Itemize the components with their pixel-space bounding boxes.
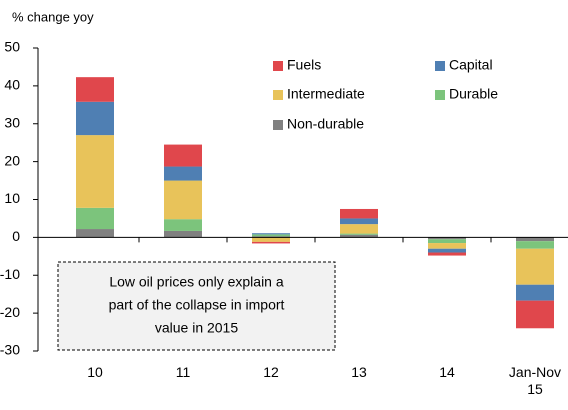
bar-segment — [340, 224, 378, 234]
bar-segment — [516, 300, 554, 329]
x-tick-label: 13 — [351, 364, 367, 380]
legend-swatch — [435, 90, 445, 100]
bar-segment — [164, 219, 202, 231]
legend-label: Non-durable — [287, 116, 364, 132]
y-tick-label: -20 — [0, 304, 20, 320]
bar-segment — [164, 230, 202, 238]
legend-swatch — [435, 61, 445, 71]
y-tick-label: 50 — [4, 39, 20, 55]
bar-segment — [76, 101, 114, 136]
annotation-text: Low oil prices only explain a — [109, 274, 284, 290]
x-tick-label: 10 — [87, 364, 103, 380]
bar-segment — [76, 229, 114, 238]
bar-segment — [516, 248, 554, 285]
bar-segment — [252, 234, 290, 237]
bar-segment — [252, 241, 290, 244]
y-tick-label: 30 — [4, 114, 20, 130]
y-tick-label: 20 — [4, 152, 20, 168]
bar-segment — [340, 234, 378, 238]
legend-swatch — [273, 61, 283, 71]
bar-segment — [340, 218, 378, 225]
x-tick-label: 14 — [439, 364, 455, 380]
bar-segment — [252, 237, 290, 242]
annotation-text: part of the collapse in import — [109, 297, 285, 313]
bar-segment — [164, 166, 202, 181]
y-tick-label: 0 — [12, 228, 20, 244]
legend-label: Intermediate — [287, 86, 365, 102]
bar-segment — [516, 241, 554, 249]
legend-swatch — [273, 120, 283, 130]
legend-swatch — [273, 90, 283, 100]
y-tick-label: -30 — [0, 342, 20, 358]
bar-segment — [252, 233, 290, 235]
y-tick-label: 40 — [4, 77, 20, 93]
bar-segment — [516, 237, 554, 242]
bar-segment — [164, 144, 202, 167]
bar-segment — [76, 207, 114, 230]
legend-label: Fuels — [287, 57, 321, 73]
legend-label: Capital — [449, 57, 493, 73]
annotation-box — [57, 261, 336, 351]
bar-segment — [428, 252, 466, 256]
bar-segment — [164, 180, 202, 220]
y-tick-label: 10 — [4, 190, 20, 206]
bar-segment — [428, 248, 466, 253]
x-tick-label: 12 — [263, 364, 279, 380]
bar-segment — [340, 233, 378, 235]
bar-segment — [340, 208, 378, 219]
x-tick-label: Jan-Nov 15 — [508, 364, 562, 397]
y-tick-label: -10 — [0, 266, 20, 282]
bar-segment — [428, 243, 466, 249]
bar-segment — [428, 237, 466, 240]
x-tick-label: 11 — [175, 364, 191, 380]
legend-label: Durable — [449, 86, 498, 102]
annotation-text: value in 2015 — [155, 320, 239, 336]
bar-segment — [76, 135, 114, 208]
y-axis-label: % change yoy — [12, 9, 94, 24]
bar-segment — [76, 77, 114, 102]
bar-segment — [252, 236, 290, 238]
bar-segment — [516, 284, 554, 301]
bar-segment — [428, 239, 466, 244]
